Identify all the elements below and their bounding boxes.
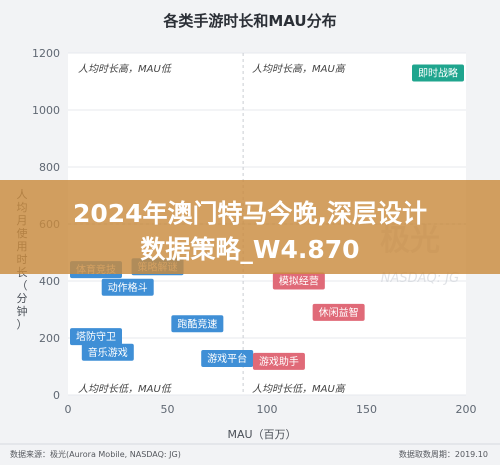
data-point-label: 游戏平台 xyxy=(207,352,247,365)
data-point-label: 跑酷竞速 xyxy=(177,317,217,330)
data-point: 动作格斗 xyxy=(101,278,154,296)
x-tick-label: 50 xyxy=(161,403,175,416)
overlay-line-2: 数据策略_W4.870 xyxy=(140,235,359,264)
x-tick-label: 200 xyxy=(456,403,477,416)
quadrant-label-bottom-left: 人均时长低，MAU低 xyxy=(78,383,173,395)
data-point-box xyxy=(81,343,134,361)
y-axis-label-char: 分 xyxy=(17,292,28,305)
data-point: 游戏助手 xyxy=(252,352,305,370)
data-point-box xyxy=(312,303,365,321)
data-point: 游戏平台 xyxy=(201,350,254,368)
quadrant-label-bottom-right: 人均时长低，MAU高 xyxy=(252,383,347,395)
y-axis-label-char: 钟 xyxy=(17,304,28,318)
data-point-label: 动作格斗 xyxy=(108,281,148,294)
data-point-box xyxy=(252,352,305,370)
y-tick-label: 0 xyxy=(53,389,60,402)
data-point-box xyxy=(272,272,325,290)
data-point-label: 塔防守卫 xyxy=(76,330,116,343)
data-point: 塔防守卫 xyxy=(70,328,122,346)
quadrant-label-top-left: 人均时长高，MAU低 xyxy=(78,63,173,75)
y-tick-label: 400 xyxy=(39,275,60,288)
data-point-box xyxy=(412,64,464,82)
data-point-box xyxy=(101,278,154,296)
overlay-banner: 2024年澳门特马今晚,深层设计 数据策略_W4.870 xyxy=(0,180,500,274)
data-point-box xyxy=(70,328,122,346)
data-point: 音乐游戏 xyxy=(81,343,134,361)
data-point: 跑酷竞速 xyxy=(171,315,224,333)
data-point: 即时战略 xyxy=(412,64,464,82)
chart-title: 各类手游时长和MAU分布 xyxy=(162,12,336,30)
data-point-label: 游戏助手 xyxy=(259,355,299,368)
data-point-label: 即时战略 xyxy=(418,66,458,79)
x-tick-label: 150 xyxy=(356,403,377,416)
data-point-label: 模拟经营 xyxy=(279,275,319,288)
data-point: 休闲益智 xyxy=(312,303,365,321)
data-point-box xyxy=(201,350,254,368)
footer-source: 数据来源：极光(Aurora Mobile, NASDAQ: JG) xyxy=(10,449,181,459)
y-tick-label: 1200 xyxy=(32,47,60,60)
quadrant-label-top-right: 人均时长高，MAU高 xyxy=(252,63,347,75)
y-tick-label: 1000 xyxy=(32,104,60,117)
y-axis-label-char: （ xyxy=(17,279,28,292)
y-tick-label: 200 xyxy=(39,332,60,345)
x-tick-label: 100 xyxy=(257,403,278,416)
x-axis-ticks: 0 50 100 150 200 xyxy=(65,403,477,416)
data-point-label: 音乐游戏 xyxy=(88,346,128,359)
data-point-box xyxy=(171,315,224,333)
y-axis-label-char: ） xyxy=(17,318,28,331)
x-axis-label: MAU（百万） xyxy=(227,428,296,441)
data-point: 模拟经营 xyxy=(272,272,325,290)
watermark-ticker: NASDAQ: JG xyxy=(381,271,459,286)
footer-date: 数据取数周期：2019.10 xyxy=(399,449,488,459)
y-tick-label: 800 xyxy=(39,161,60,174)
overlay-line-1: 2024年澳门特马今晚,深层设计 xyxy=(73,199,427,228)
x-tick-label: 0 xyxy=(65,403,72,416)
data-point-label: 休闲益智 xyxy=(319,306,359,319)
